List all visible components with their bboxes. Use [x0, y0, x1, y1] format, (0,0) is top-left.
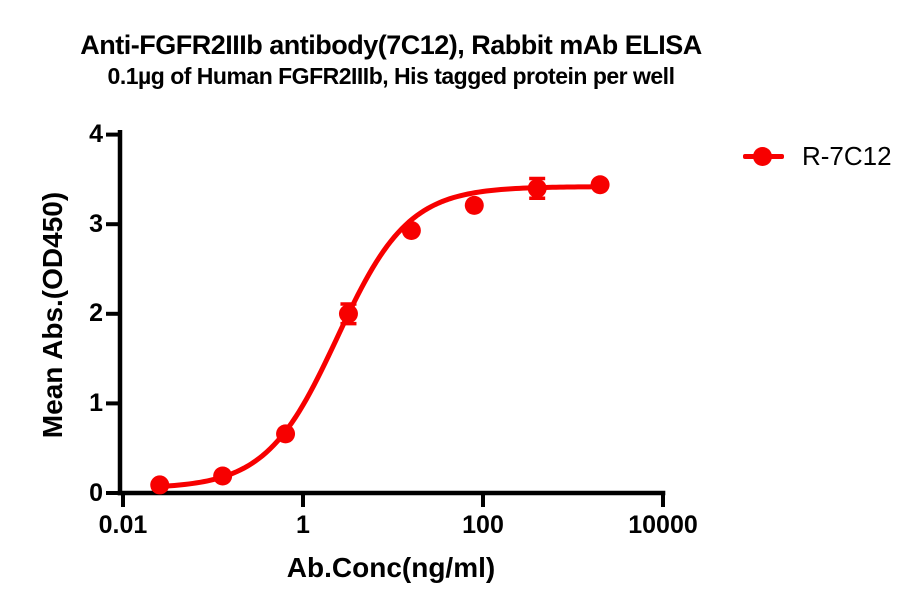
data-point-6: [527, 178, 547, 198]
x-tick-label-2: 100: [462, 511, 504, 539]
data-point-3: [338, 304, 358, 324]
legend-marker-dot-icon: [753, 147, 772, 166]
data-point-2: [276, 424, 296, 444]
legend: R-7C12: [741, 141, 921, 171]
y-tick-label-2: 2: [89, 299, 103, 328]
data-point-4: [401, 220, 421, 240]
x-axis-label: Ab.Conc(ng/ml): [286, 552, 496, 583]
data-point-0: [150, 475, 170, 495]
x-tick-label-0: 0.01: [98, 511, 148, 539]
chart-title: Anti-FGFR2IIIb antibody(7C12), Rabbit mA…: [80, 30, 702, 60]
data-point-7: [590, 175, 610, 195]
data-point-5: [464, 195, 484, 215]
y-tick-label-3: 3: [89, 209, 103, 238]
y-tick-label-1: 1: [89, 388, 103, 417]
y-tick-label-0: 0: [89, 478, 103, 507]
fit-curve: [157, 184, 603, 489]
x-tick-label-3: 10000: [628, 511, 698, 539]
legend-series-label: R-7C12: [802, 141, 892, 171]
x-tick-label-1: 1: [296, 511, 310, 539]
chart-subtitle: 0.1µg of Human FGFR2IIIb, His tagged pro…: [107, 63, 675, 89]
y-tick-label-4: 4: [89, 120, 103, 149]
data-point-1: [213, 466, 233, 486]
